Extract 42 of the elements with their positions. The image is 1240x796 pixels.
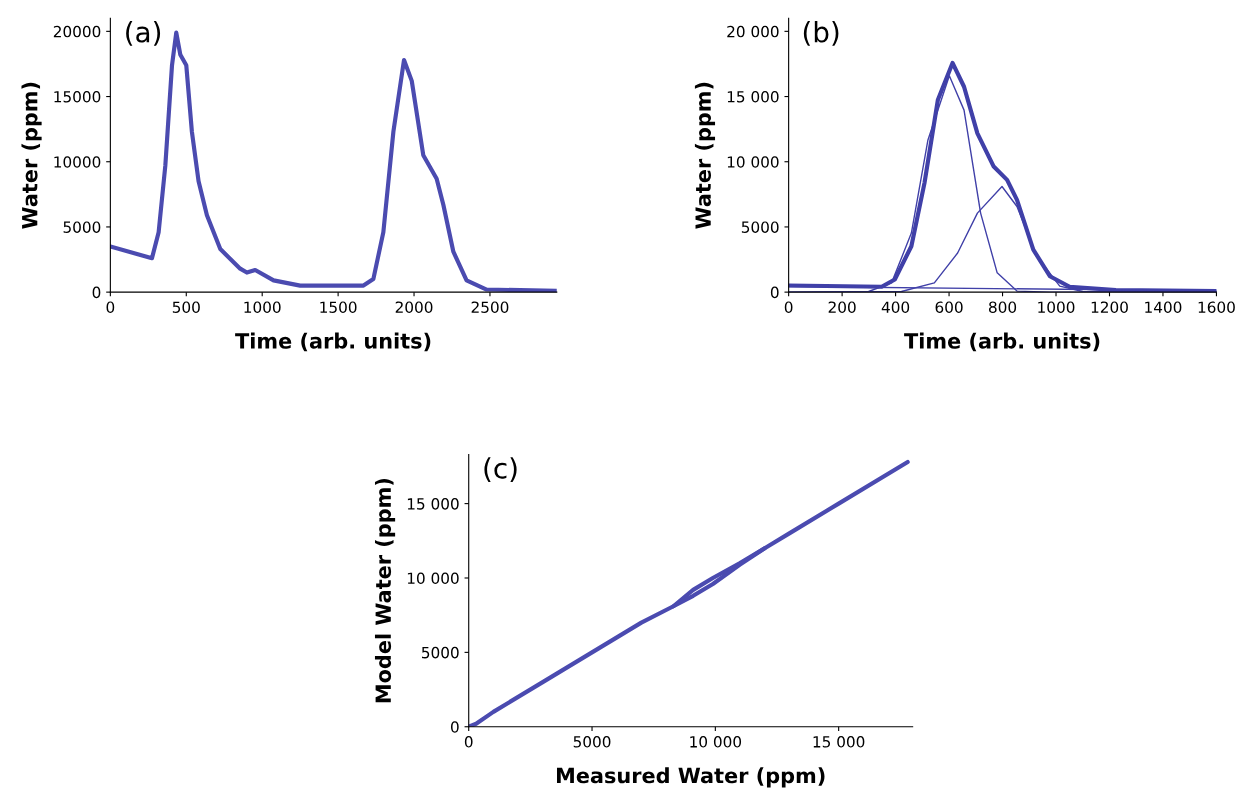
x-tick-label: 400 bbox=[881, 301, 910, 313]
y-tick-label: 5000 bbox=[741, 221, 779, 233]
y-tick-label: 10000 bbox=[54, 156, 101, 168]
x-tick-label: 800 bbox=[989, 301, 1017, 313]
y-axis-title: Water (ppm) bbox=[21, 82, 42, 229]
x-axis-title: Time (arb. units) bbox=[904, 332, 1100, 352]
x-tick-label: 1200 bbox=[1091, 301, 1128, 313]
annotation: (a) bbox=[126, 21, 161, 46]
y-tick-label: 15 000 bbox=[727, 91, 779, 103]
y-tick-label: 0 bbox=[770, 286, 779, 299]
x-tick-label: 5000 bbox=[573, 736, 611, 748]
x-axis-title: Time (arb. units) bbox=[235, 332, 431, 352]
x-tick-label: 1600 bbox=[1198, 301, 1235, 313]
y-tick-label: 10 000 bbox=[407, 572, 459, 585]
x-tick-label: 200 bbox=[828, 301, 856, 313]
x-tick-label: 0 bbox=[106, 301, 115, 313]
x-tick-label: 1400 bbox=[1145, 301, 1182, 313]
y-tick-label: 5000 bbox=[421, 646, 459, 659]
x-tick-label: 600 bbox=[935, 301, 963, 313]
y-tick-label: 0 bbox=[92, 286, 101, 299]
x-tick-label: 1500 bbox=[320, 301, 357, 313]
x-tick-label: 2500 bbox=[471, 301, 509, 313]
x-tick-label: 0 bbox=[784, 301, 793, 313]
y-tick-label: 15 000 bbox=[407, 498, 459, 510]
y-axis-title: Model Water (ppm) bbox=[374, 478, 396, 703]
x-tick-label: 500 bbox=[172, 301, 200, 313]
x-axis-title: Measured Water (ppm) bbox=[557, 767, 825, 788]
y-tick-label: 20 000 bbox=[727, 25, 779, 38]
x-tick-label: 0 bbox=[464, 736, 473, 748]
y-tick-label: 20000 bbox=[53, 25, 101, 38]
y-axis-title: Water (ppm) bbox=[694, 82, 716, 229]
x-tick-label: 10 000 bbox=[690, 736, 742, 748]
x-tick-label: 1000 bbox=[244, 301, 281, 313]
y-tick-label: 5000 bbox=[63, 221, 101, 233]
x-tick-label: 15 000 bbox=[813, 736, 865, 748]
y-tick-label: 0 bbox=[450, 721, 459, 733]
annotation: (c) bbox=[484, 457, 517, 483]
y-tick-label: 10 000 bbox=[727, 156, 779, 168]
x-tick-label: 2000 bbox=[395, 301, 433, 313]
x-tick-label: 1000 bbox=[1038, 301, 1075, 313]
annotation: (b) bbox=[803, 21, 839, 46]
y-tick-label: 15000 bbox=[54, 91, 101, 103]
